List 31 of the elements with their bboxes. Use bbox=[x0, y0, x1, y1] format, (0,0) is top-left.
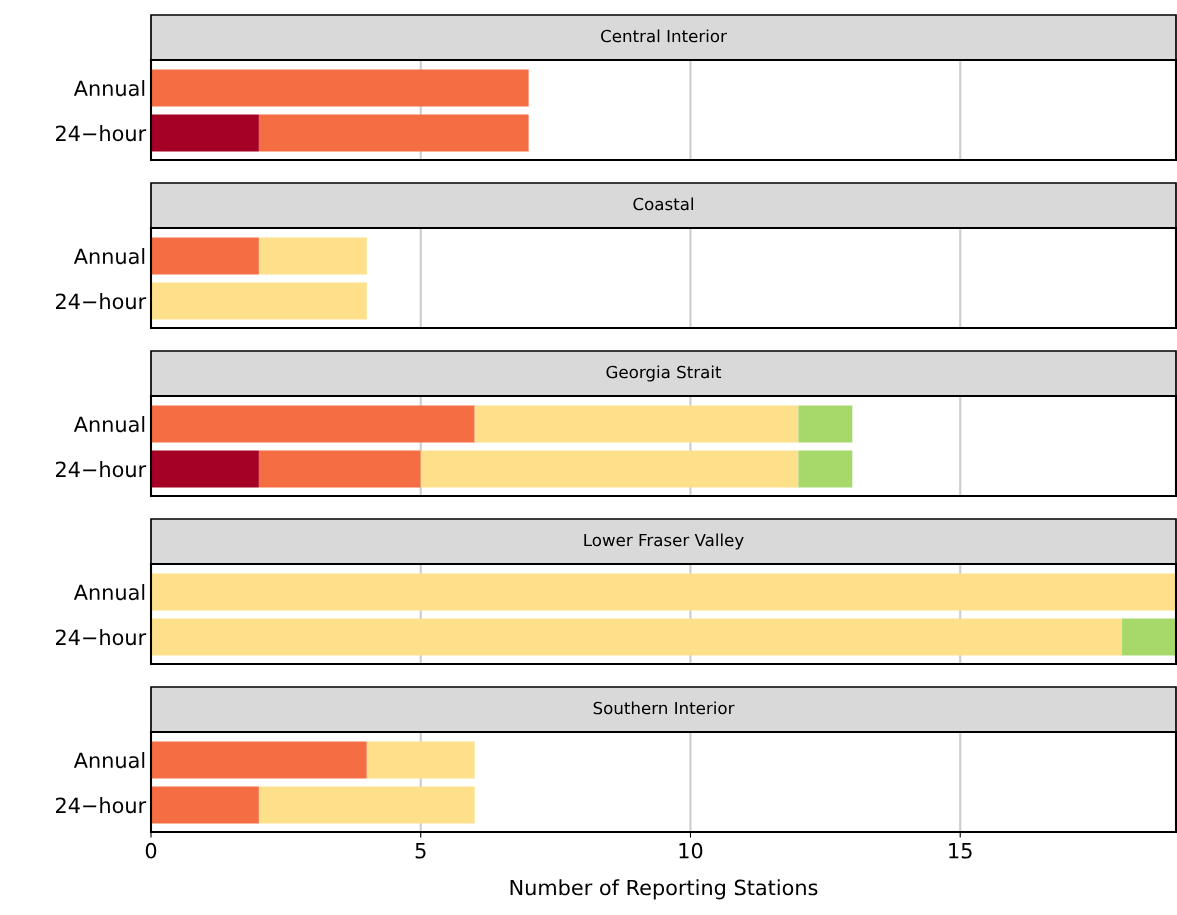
y-tick-label: 24−hour bbox=[55, 629, 147, 646]
y-tick-label: Annual bbox=[73, 584, 145, 601]
chart-title: Central Interior bbox=[601, 29, 727, 43]
y-tick-label: 24−hour bbox=[55, 125, 147, 142]
chart-title: Coastal bbox=[633, 197, 693, 211]
y-tick-label: Annual bbox=[73, 752, 145, 769]
bar bbox=[258, 786, 475, 824]
x-tick-label: 5 bbox=[415, 843, 426, 859]
x-tick-label: 15 bbox=[949, 843, 972, 859]
bar bbox=[151, 741, 367, 779]
y-tick-label: Annual bbox=[73, 80, 145, 97]
y-tick-label: 24−hour bbox=[55, 461, 147, 478]
chart-title: Georgia Strait bbox=[606, 365, 722, 382]
x-axis-title: Number of Reporting Stations bbox=[510, 879, 818, 900]
bar bbox=[151, 405, 475, 443]
bar bbox=[151, 786, 259, 824]
bar bbox=[420, 450, 799, 488]
bar bbox=[151, 450, 259, 488]
bar bbox=[474, 405, 799, 443]
y-tick-label: 24−hour bbox=[55, 293, 147, 310]
y-tick-label: Annual bbox=[73, 248, 145, 265]
y-tick-label: Annual bbox=[73, 416, 145, 433]
bar bbox=[798, 405, 853, 443]
y-tick-label: 24−hour bbox=[55, 797, 147, 814]
chart-title: Lower Fraser Valley bbox=[584, 533, 744, 550]
x-tick-label: 0 bbox=[145, 842, 157, 859]
bar bbox=[366, 741, 475, 779]
x-tick-label: 10 bbox=[679, 842, 703, 859]
chart-title: Southern Interior bbox=[593, 701, 735, 715]
bar bbox=[258, 450, 421, 488]
bar bbox=[798, 450, 853, 488]
